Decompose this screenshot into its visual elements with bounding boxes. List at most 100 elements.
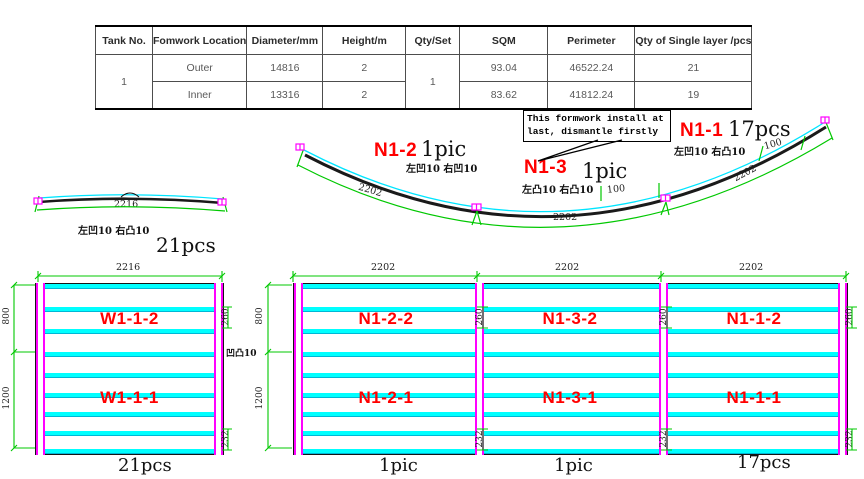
joint-marker [217,198,227,206]
divider2-dim-260: 260 [659,308,669,326]
panel-right-dim-1200: 1200 [255,386,265,410]
panel-left-dim-260: 260 [221,308,231,326]
callout-line-1: This formwork install at [527,113,664,124]
joint-marker [820,116,830,124]
panel-label-n1-1-1: N1-1-1 [726,388,782,407]
cell-height-inner: 2 [322,81,407,110]
arc-symbol [120,192,140,198]
segment-label-n1-3: N1-3 [524,157,568,178]
cell-sqm-inner: 83.62 [459,81,549,110]
strip-end-tick-left [34,195,40,213]
segment-label-n1-1: N1-1 [680,120,724,141]
panel-left-qty: 21pcs [118,455,172,476]
cell-qty-single-outer: 21 [634,54,753,82]
callout-line-2: last, dismantle firstly [527,125,659,137]
panel-divider-1 [475,283,484,455]
panel-right-qty-2: 1pic [554,455,593,476]
cell-location-outer: Outer [151,54,248,82]
panel-right-top-dim-3: 2202 [739,262,764,273]
panel-left-dim-232: 232 [221,430,231,448]
panel-left-side-note: 凹凸10 [226,349,257,359]
curve-end-tick-left [296,147,305,168]
panel-edge-right [838,283,847,455]
panel-rib [294,307,847,312]
panel-rib [36,329,223,334]
panel-rib [36,449,223,454]
table-header-row: Tank No. Fomwork Location Diameter/mm He… [95,25,753,55]
panel-rib [294,431,847,436]
formwork-spec-table: Tank No. Fomwork Location Diameter/mm He… [95,25,753,110]
panel-label-n1-3-2: N1-3-2 [542,309,598,328]
panel-rib [294,284,847,289]
panel-right-qty-3: 17pcs [737,452,791,473]
panel-rib [36,284,223,289]
panel-left-dim-1200: 1200 [2,386,12,410]
panel-rib [294,329,847,334]
curve-dim-2202-mid: 2202 [553,212,578,223]
small-curve-qty: 21pcs [156,233,216,257]
table-row-inner: Inner 13316 2 83.62 41812.24 19 [96,81,753,110]
curve-joint-tick-1 [471,210,482,226]
panel-label-n1-1-2: N1-1-2 [726,309,782,328]
cell-diameter-outer: 14816 [246,54,324,82]
joint-marker [660,194,671,202]
dim-line-left [13,284,35,449]
callout-note: This formwork install at last, dismantle… [523,110,671,142]
segment-edge-note-n1-2: 左凹10 右凹10 [406,164,478,175]
curve-dim-2202-left: 2202 [356,181,384,200]
col-header-qty-single-layer: Qty of Single layer /pcs [634,25,753,55]
small-curve-edge-note: 左凹10 右凸10 [78,226,150,237]
panel-label-n1-2-2: N1-2-2 [358,309,414,328]
curve-joint-tick-2 [660,201,670,216]
panel-label-w1-1-2: W1-1-2 [100,309,159,328]
cell-tank-no: 1 [95,54,153,110]
strip-end-tick-right [222,196,228,213]
cell-perimeter-inner: 41812.24 [547,81,636,110]
panel-rib [294,449,847,454]
dim-ticks-top [289,272,850,280]
panel-edge-left [36,283,45,455]
joint-marker [33,197,43,205]
panel-label-w1-1-1: W1-1-1 [100,388,159,407]
panel-rib [36,393,223,398]
panel-rib [36,373,223,378]
curve-dim-2202-right: 2202 [731,162,759,185]
cell-height-outer: 2 [322,54,407,82]
panel-rib [36,431,223,436]
divider2-dim-232: 232 [659,430,669,448]
panel-n1-group: N1-2-2 N1-3-2 N1-1-2 N1-2-1 N1-3-1 N1-1-… [293,283,848,455]
segment-edge-note-n1-3: 左凸10 右凸10 [522,185,594,196]
segment-qty-n1-1: 17pcs [728,117,791,141]
panel-rib [294,412,847,417]
dim-ticks-top [34,272,226,280]
edge-dim-260: 260 [845,308,855,326]
panel-right-top-dim-2: 2202 [555,262,580,273]
cell-qty-single-inner: 19 [634,81,753,110]
panel-right-dim-800: 800 [255,307,265,325]
col-header-location: Fomwork Location [151,25,248,55]
small-curve-dim: 2216 [114,199,139,210]
panel-left-dim-800: 800 [2,307,12,325]
curve-dim-100-left: 100 [606,183,626,196]
panel-w1-1: W1-1-2 W1-1-1 [35,283,224,455]
panel-rib [36,352,223,357]
segment-edge-note-n1-1: 左凹10 右凸10 [674,147,746,158]
divider1-dim-260: 260 [475,308,485,326]
joint-marker [295,143,305,151]
cell-qty-set: 1 [405,54,461,110]
cell-sqm-outer: 93.04 [459,54,549,82]
divider1-dim-232: 232 [475,430,485,448]
dim-line-left [267,284,292,449]
table-row-outer: 1 Outer 14816 2 1 93.04 46522.24 21 [95,54,753,110]
panel-rib [36,307,223,312]
segment-qty-n1-3: 1pic [582,159,628,183]
col-header-sqm: SQM [459,25,549,55]
panel-rib [294,393,847,398]
col-header-perimeter: Perimeter [547,25,636,55]
segment-qty-n1-2: 1pic [421,137,467,161]
col-header-tank-no: Tank No. [95,25,153,55]
col-header-qty-set: Qty/Set [405,25,461,55]
panel-edge-left [294,283,303,455]
panel-right-qty-1: 1pic [379,455,418,476]
